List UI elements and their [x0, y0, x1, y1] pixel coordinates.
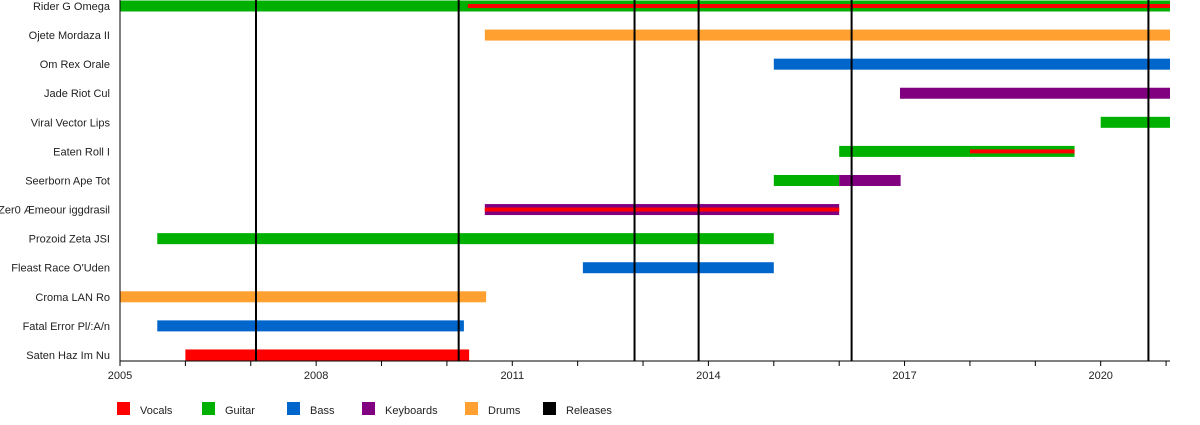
legend-swatch-releases: [543, 402, 556, 415]
bar-keyboards: [839, 174, 901, 186]
x-tick-label: 2011: [500, 370, 524, 382]
x-tick-label: 2017: [892, 370, 916, 382]
bar-bass: [582, 262, 774, 274]
x-tick-label: 2020: [1088, 370, 1112, 382]
bar-vocals: [969, 149, 1075, 154]
legend-swatch-vocals: [117, 402, 130, 415]
x-tick-label: 2008: [304, 370, 328, 382]
member-label: Ojete Mordaza II: [29, 30, 110, 42]
legend-label-releases: Releases: [566, 405, 612, 417]
member-label: Om Rex Orale: [40, 59, 110, 71]
member-label: Jade Riot Cul: [44, 88, 110, 100]
member-label: Prozoid Zeta JSI: [29, 234, 110, 246]
member-label: Fatal Error Pl/:A/n: [23, 321, 110, 333]
legend-label-guitar: Guitar: [225, 405, 255, 417]
member-label: Fleast Race O'Uden: [11, 263, 110, 275]
x-tick-label: 2005: [108, 370, 132, 382]
legend-label-keyboards: Keyboards: [385, 405, 438, 417]
legend-swatch-guitar: [202, 402, 215, 415]
bar-guitar: [773, 174, 840, 186]
x-tick-label: 2014: [696, 370, 720, 382]
member-label: Seerborn Ape Tot: [25, 175, 110, 187]
bar-vocals: [484, 207, 840, 212]
member-label: Zer0 Æmeour iggdrasil: [0, 205, 110, 217]
legend-label-bass: Bass: [310, 405, 335, 417]
bar-drums: [120, 291, 487, 303]
bar-vocals: [467, 4, 1170, 8]
member-label: Rider G Omega: [33, 1, 111, 13]
bar-guitar: [1100, 116, 1170, 128]
member-label: Croma LAN Ro: [35, 292, 110, 304]
bar-guitar: [839, 145, 1075, 157]
bar-keyboards: [899, 87, 1170, 99]
bar-vocals: [185, 349, 470, 361]
bar-bass: [157, 320, 464, 332]
bar-bass: [773, 58, 1170, 70]
bar-guitar: [157, 233, 774, 245]
legend-swatch-keyboards: [362, 402, 375, 415]
member-label: Viral Vector Lips: [31, 117, 111, 129]
member-label: Eaten Roll I: [53, 146, 110, 158]
legend-label-drums: Drums: [488, 405, 521, 417]
legend-label-vocals: Vocals: [140, 405, 173, 417]
member-label: Saten Haz Im Nu: [26, 350, 110, 362]
bar-drums: [484, 29, 1170, 41]
legend-swatch-bass: [287, 402, 300, 415]
legend-swatch-drums: [465, 402, 478, 415]
